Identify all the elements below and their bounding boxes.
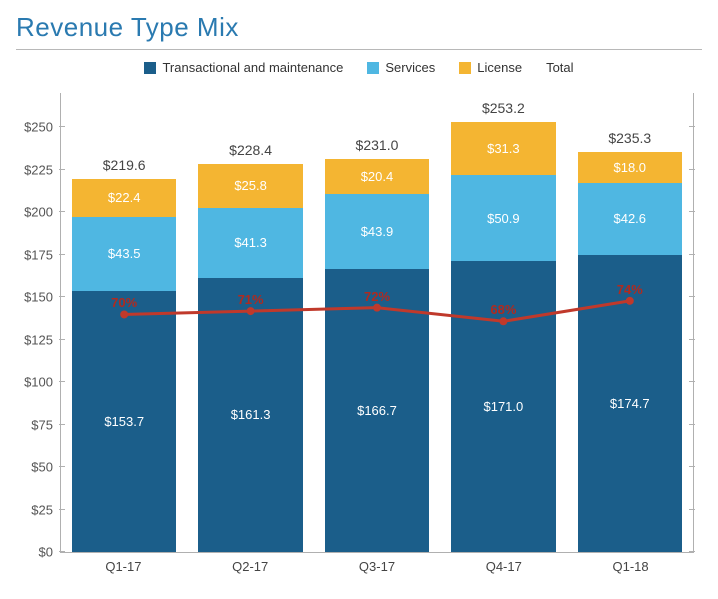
legend-swatch bbox=[367, 62, 379, 74]
y-axis-label: $125 bbox=[24, 332, 53, 347]
bar-segment-transactional: $161.3 bbox=[198, 278, 302, 552]
y-tick-right bbox=[689, 381, 695, 382]
bar-total-label: $228.4 bbox=[229, 142, 272, 158]
y-tick-right bbox=[689, 254, 695, 255]
chart-plot-area: $219.6$22.4$43.5$153.7$228.4$25.8$41.3$1… bbox=[60, 93, 694, 553]
legend-label: License bbox=[477, 60, 522, 75]
legend-item-services: Services bbox=[367, 60, 435, 75]
trend-pct-label: 72% bbox=[364, 289, 390, 304]
bar-segment-services: $43.9 bbox=[325, 194, 429, 269]
y-axis-label: $250 bbox=[24, 120, 53, 135]
y-tick bbox=[59, 381, 65, 382]
y-tick bbox=[59, 339, 65, 340]
y-tick bbox=[59, 169, 65, 170]
x-axis-label: Q4-17 bbox=[451, 559, 556, 574]
y-axis-label: $175 bbox=[24, 247, 53, 262]
legend-item-license: License bbox=[459, 60, 522, 75]
x-axis-label: Q3-17 bbox=[325, 559, 430, 574]
legend-item-transactional: Transactional and maintenance bbox=[144, 60, 343, 75]
bar-column: $231.0 $20.4$43.9$166.7 bbox=[325, 93, 429, 552]
y-tick-right bbox=[689, 211, 695, 212]
legend-label: Transactional and maintenance bbox=[162, 60, 343, 75]
y-axis-label: $225 bbox=[24, 162, 53, 177]
bar-segment-license: $22.4 bbox=[72, 179, 176, 217]
bar-segment-services: $42.6 bbox=[578, 183, 682, 255]
x-axis-label: Q1-18 bbox=[578, 559, 683, 574]
y-tick-right bbox=[689, 169, 695, 170]
y-axis-label: $150 bbox=[24, 290, 53, 305]
y-axis-label: $75 bbox=[31, 417, 53, 432]
y-tick-right bbox=[689, 551, 695, 552]
x-axis-label: Q2-17 bbox=[198, 559, 303, 574]
trend-pct-label: 74% bbox=[617, 282, 643, 297]
legend-swatch bbox=[459, 62, 471, 74]
trend-pct-label: 71% bbox=[238, 292, 264, 307]
y-axis-label: $100 bbox=[24, 375, 53, 390]
bar-column: $253.2$31.3$50.9$171.0 bbox=[451, 93, 555, 552]
y-axis-label: $25 bbox=[31, 502, 53, 517]
bar-segment-license: $18.0 bbox=[578, 152, 682, 183]
y-tick-right bbox=[689, 424, 695, 425]
bar-total-label: $253.2 bbox=[482, 100, 525, 116]
legend-item-total: Total bbox=[546, 60, 573, 75]
y-tick-right bbox=[689, 126, 695, 127]
bar-column: $219.6 $22.4$43.5$153.7 bbox=[72, 93, 176, 552]
y-tick-right bbox=[689, 509, 695, 510]
bar-total-label: $231.0 bbox=[356, 137, 399, 153]
chart-title: Revenue Type Mix bbox=[16, 12, 702, 43]
bar-segment-services: $41.3 bbox=[198, 208, 302, 278]
legend: Transactional and maintenance Services L… bbox=[16, 60, 702, 75]
y-tick bbox=[59, 466, 65, 467]
y-axis-label: $200 bbox=[24, 205, 53, 220]
y-tick bbox=[59, 211, 65, 212]
y-axis-label: $0 bbox=[39, 545, 53, 560]
bar-segment-services: $50.9 bbox=[451, 175, 555, 262]
title-rule bbox=[16, 49, 702, 50]
bar-total-label: $235.3 bbox=[608, 130, 651, 146]
y-tick-right bbox=[689, 466, 695, 467]
x-axis: Q1-17 Q2-17 Q3-17 Q4-17 Q1-18 bbox=[60, 559, 694, 574]
y-tick bbox=[59, 254, 65, 255]
legend-label: Total bbox=[546, 60, 573, 75]
y-tick-right bbox=[689, 339, 695, 340]
bars-container: $219.6$22.4$43.5$153.7$228.4$25.8$41.3$1… bbox=[61, 93, 693, 552]
bar-column: $228.4 $25.8$41.3$161.3 bbox=[198, 93, 302, 552]
bar-segment-license: $25.8 bbox=[198, 164, 302, 208]
y-tick bbox=[59, 296, 65, 297]
bar-segment-transactional: $174.7 bbox=[578, 255, 682, 552]
y-tick bbox=[59, 551, 65, 552]
y-tick bbox=[59, 126, 65, 127]
y-axis-label: $50 bbox=[31, 460, 53, 475]
y-tick-right bbox=[689, 296, 695, 297]
trend-pct-label: 68% bbox=[490, 302, 516, 317]
bar-total-label: $219.6 bbox=[103, 157, 146, 173]
trend-pct-label: 70% bbox=[111, 295, 137, 310]
legend-swatch bbox=[144, 62, 156, 74]
bar-column: $235.3 $18.0$42.6$174.7 bbox=[578, 93, 682, 552]
legend-label: Services bbox=[385, 60, 435, 75]
y-tick bbox=[59, 424, 65, 425]
bar-segment-license: $20.4 bbox=[325, 159, 429, 194]
bar-segment-transactional: $153.7 bbox=[72, 291, 176, 552]
x-axis-label: Q1-17 bbox=[71, 559, 176, 574]
bar-segment-transactional: $166.7 bbox=[325, 269, 429, 552]
bar-segment-services: $43.5 bbox=[72, 217, 176, 291]
bar-segment-license: $31.3 bbox=[451, 122, 555, 175]
y-tick bbox=[59, 509, 65, 510]
